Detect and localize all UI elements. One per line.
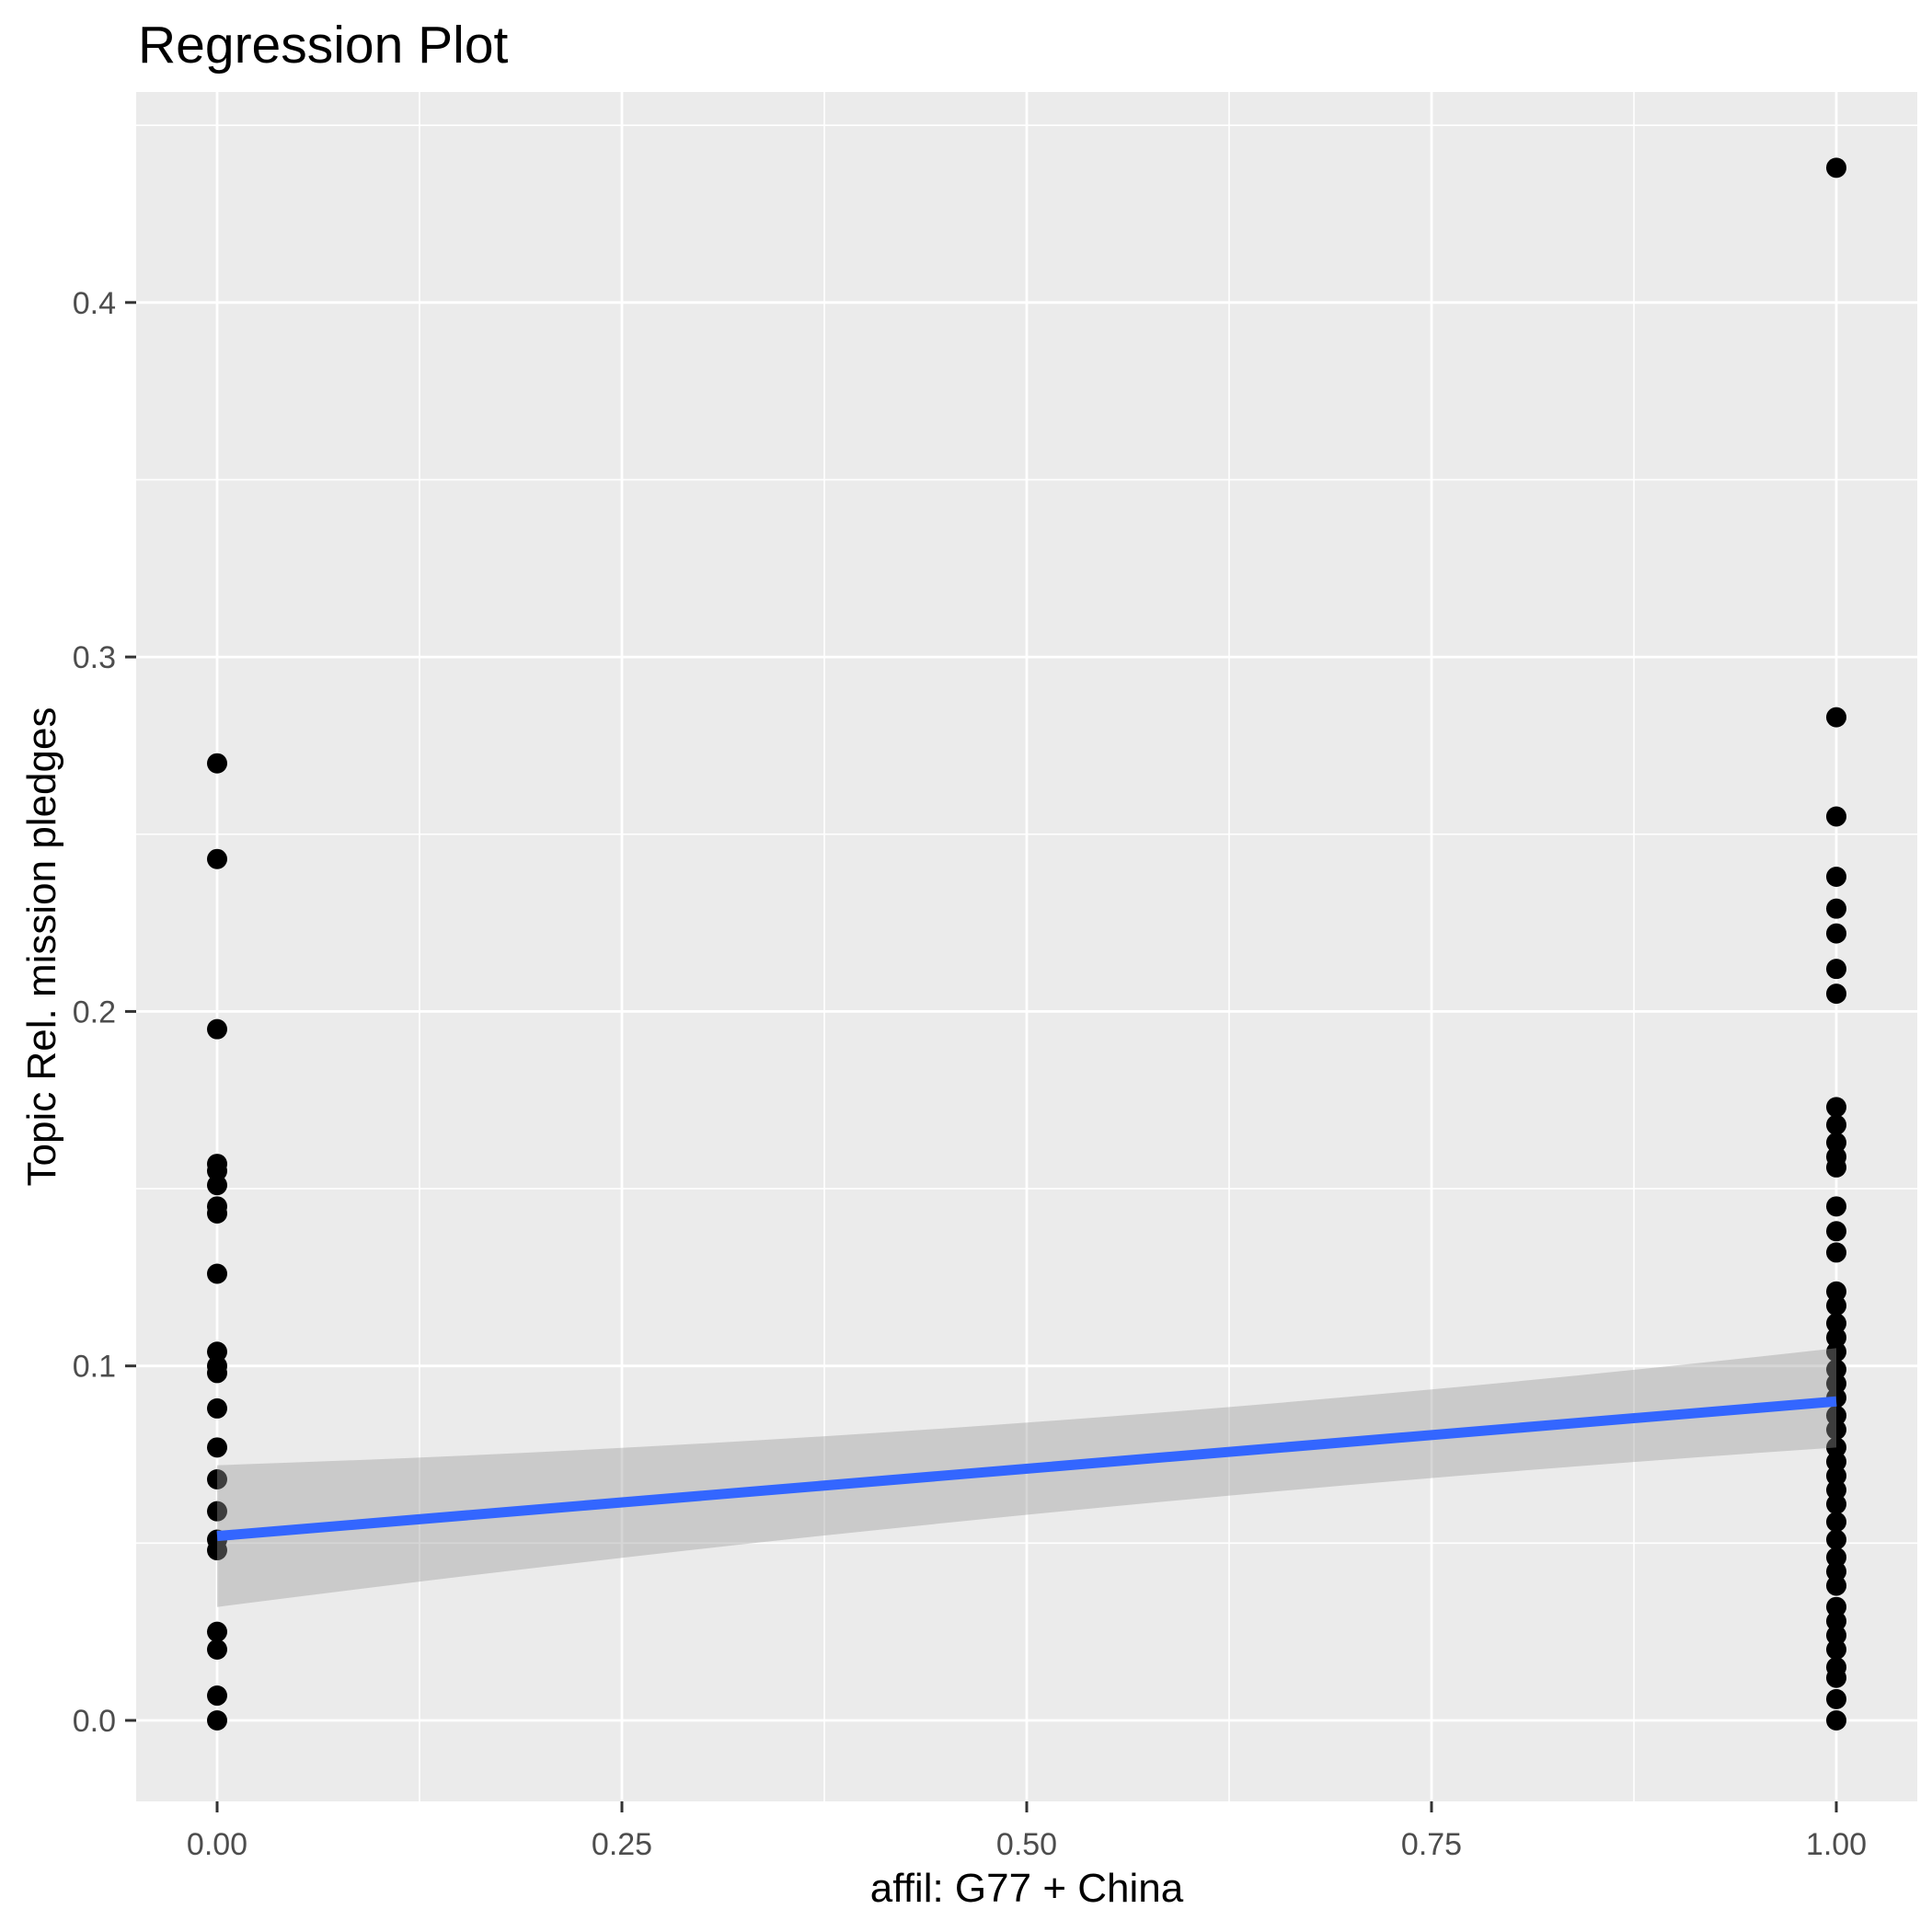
data-point (1826, 866, 1846, 887)
data-point (207, 1263, 227, 1284)
x-tick-label: 0.25 (592, 1827, 652, 1862)
x-tick-label: 0.50 (996, 1827, 1057, 1862)
data-point (1826, 1493, 1846, 1514)
data-point (1826, 1097, 1846, 1118)
data-point (207, 1018, 227, 1040)
x-axis-title: affil: G77 + China (869, 1866, 1184, 1911)
data-point (1826, 1114, 1846, 1135)
data-point (1826, 1373, 1846, 1394)
data-point (1826, 1313, 1846, 1334)
x-tick-label: 0.00 (187, 1827, 247, 1862)
data-point (1826, 1451, 1846, 1472)
data-point (1826, 1529, 1846, 1550)
y-axis-title: Topic Rel. mission pledges (19, 707, 64, 1187)
data-point (1826, 1221, 1846, 1242)
data-point (207, 1639, 227, 1660)
data-point (1826, 806, 1846, 827)
data-point (1826, 1479, 1846, 1501)
data-point (207, 1203, 227, 1225)
data-point (1826, 1295, 1846, 1317)
data-point (207, 753, 227, 774)
x-tick-label: 0.75 (1401, 1827, 1462, 1862)
data-point (1826, 1561, 1846, 1582)
data-point (1826, 1688, 1846, 1709)
data-point (1826, 1132, 1846, 1153)
y-tick-label: 0.1 (73, 1350, 116, 1385)
data-point (1826, 1596, 1846, 1617)
regression-line (216, 1396, 1837, 1542)
data-point (207, 1160, 227, 1181)
data-point (1826, 1611, 1846, 1632)
data-point (1826, 1196, 1846, 1217)
y-tick-label: 0.4 (73, 286, 116, 321)
data-point (207, 848, 227, 869)
data-point (207, 1175, 227, 1196)
data-point (207, 1621, 227, 1642)
data-point (1826, 1242, 1846, 1263)
data-point (1826, 1327, 1846, 1348)
data-point (1826, 959, 1846, 980)
data-point (1826, 707, 1846, 728)
data-point (1826, 157, 1846, 178)
data-point (1826, 1341, 1846, 1363)
y-tick-label: 0.0 (73, 1704, 116, 1739)
data-point (1826, 1359, 1846, 1380)
data-point (207, 1437, 227, 1458)
data-point (1826, 1420, 1846, 1441)
data-point (1826, 898, 1846, 919)
data-point (1826, 1156, 1846, 1178)
data-point (207, 1540, 227, 1561)
data-point (1826, 1625, 1846, 1646)
data-point (207, 1363, 227, 1384)
data-point (1826, 1466, 1846, 1487)
data-point (1826, 1575, 1846, 1596)
plot-title: Regression Plot (138, 16, 509, 75)
data-point (1826, 1512, 1846, 1533)
data-point (207, 1710, 227, 1731)
data-point (1826, 1281, 1846, 1302)
data-point (207, 1468, 227, 1489)
data-point (1826, 1547, 1846, 1568)
data-point (1826, 1437, 1846, 1458)
data-point (207, 1341, 227, 1363)
data-point (1826, 1405, 1846, 1426)
data-point (207, 1685, 227, 1707)
data-point (207, 1501, 227, 1522)
data-point (1826, 1710, 1846, 1731)
data-point (1826, 1667, 1846, 1688)
data-point (1826, 923, 1846, 944)
confidence-band (217, 1348, 1836, 1607)
data-point (1826, 1639, 1846, 1660)
data-point (1826, 983, 1846, 1005)
y-tick-label: 0.2 (73, 995, 116, 1029)
data-point (207, 1397, 227, 1419)
x-tick-label: 1.00 (1806, 1827, 1867, 1862)
y-tick-label: 0.3 (73, 640, 116, 675)
